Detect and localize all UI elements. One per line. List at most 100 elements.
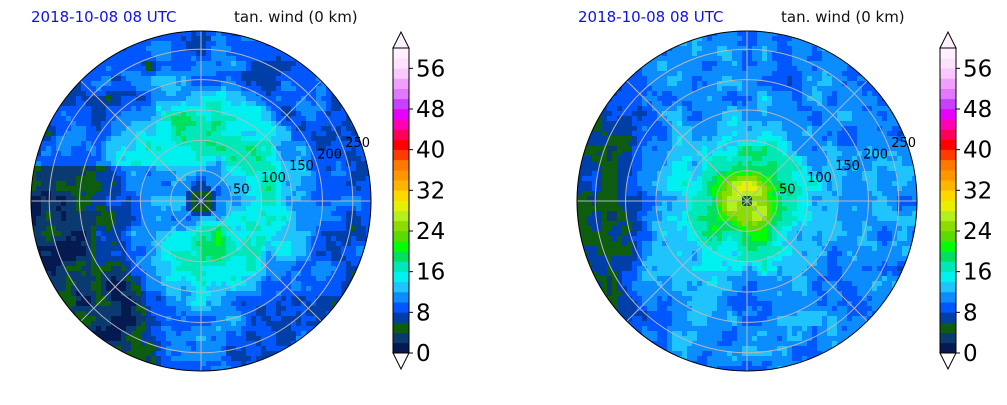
radial-tick-label: 250 (891, 136, 916, 151)
colorbar-bin (940, 79, 956, 89)
colorbar-bin (940, 58, 956, 68)
colorbar-bin (393, 323, 409, 333)
colorbar-tick-label: 48 (963, 97, 992, 123)
panel-left: 2018-10-08 08 UTC tan. wind (0 km) 50 100… (0, 0, 500, 401)
colorbar-bin (940, 48, 956, 58)
colorbar-bin (393, 119, 409, 129)
variable-label: tan. wind (0 km) (781, 8, 905, 26)
time-label: 2018-10-08 08 UTC (578, 8, 724, 26)
radial-tick-label: 200 (317, 148, 342, 163)
time-label: 2018-10-08 08 UTC (31, 8, 177, 26)
colorbar-bin (940, 251, 956, 261)
colorbar-bin (940, 221, 956, 231)
polar-grid (577, 31, 917, 371)
colorbar-extend-max (940, 32, 956, 48)
colorbar-bin (393, 201, 409, 211)
colorbar-bin (940, 180, 956, 190)
colorbar-bin (940, 190, 956, 200)
colorbar-bin (393, 170, 409, 180)
polar-grid (31, 31, 371, 371)
colorbar-bin (940, 333, 956, 343)
colorbar-bin (940, 241, 956, 251)
radial-tick-label: 100 (807, 171, 832, 186)
colorbar-tick-label: 8 (416, 300, 431, 326)
colorbar: 0 8 16 24 32 40 48 56 (940, 32, 992, 369)
colorbar-bin (940, 292, 956, 302)
colorbar-bin (393, 211, 409, 221)
colorbar-bin (393, 251, 409, 261)
colorbar-bin (393, 221, 409, 231)
colorbar-bin (940, 211, 956, 221)
colorbar-bin (393, 140, 409, 150)
colorbar-bin (940, 99, 956, 109)
colorbar-tick-label: 0 (963, 341, 978, 367)
colorbar: 0 8 16 24 32 40 48 56 (393, 32, 445, 369)
colorbar-bin (940, 160, 956, 170)
colorbar-tick-label: 16 (963, 260, 992, 286)
colorbar-bin (940, 201, 956, 211)
colorbar-bin (393, 89, 409, 99)
colorbar-bin (393, 272, 409, 282)
colorbar-bin (393, 150, 409, 160)
colorbar-bin (393, 333, 409, 343)
colorbar-extend-max (393, 32, 409, 48)
colorbar-tick-label: 32 (416, 178, 445, 204)
radial-tick-label: 100 (261, 171, 286, 186)
colorbar-bin (393, 79, 409, 89)
colorbar-bin (393, 48, 409, 58)
colorbar-bin (940, 140, 956, 150)
colorbar-tick-label: 24 (416, 219, 445, 245)
colorbar-tick-label: 40 (416, 138, 445, 164)
colorbar-bin (393, 68, 409, 78)
colorbar-bin (393, 241, 409, 251)
colorbar-tick-label: 8 (963, 300, 978, 326)
colorbar-extend-min (940, 353, 956, 369)
colorbar-tick-label: 0 (416, 341, 431, 367)
panel-right: 2018-10-08 08 UTC tan. wind (0 km) 50 100… (547, 0, 1007, 401)
radial-tick-label: 250 (345, 136, 370, 151)
colorbar-tick-label: 32 (963, 178, 992, 204)
colorbar-bin (393, 231, 409, 241)
colorbar-bin (940, 89, 956, 99)
colorbar-bin (393, 343, 409, 353)
colorbar-bin (393, 302, 409, 312)
colorbar-tick-label: 48 (416, 97, 445, 123)
colorbar-bin (393, 129, 409, 139)
radial-tick-label: 150 (835, 159, 860, 174)
colorbar-tick-label: 16 (416, 260, 445, 286)
colorbar-bin (393, 99, 409, 109)
radial-tick-label: 50 (233, 182, 250, 197)
radial-tick-label: 200 (863, 148, 888, 163)
colorbar-bin (393, 180, 409, 190)
colorbar-bin (940, 262, 956, 272)
colorbar-tick-label: 56 (963, 56, 992, 82)
colorbar-bin (940, 109, 956, 119)
colorbar-bin (940, 272, 956, 282)
colorbar-bin (393, 58, 409, 68)
colorbar-bin (940, 282, 956, 292)
radial-tick-label: 150 (289, 159, 314, 174)
colorbar-tick-label: 56 (416, 56, 445, 82)
colorbar-bin (940, 119, 956, 129)
colorbar-bin (940, 68, 956, 78)
colorbar-bin (940, 170, 956, 180)
colorbar-bin (393, 262, 409, 272)
variable-label: tan. wind (0 km) (234, 8, 358, 26)
colorbar-bin (393, 190, 409, 200)
colorbar-bin (940, 343, 956, 353)
colorbar-tick-label: 24 (963, 219, 992, 245)
colorbar-bin (393, 109, 409, 119)
colorbar-bin (940, 129, 956, 139)
colorbar-bin (940, 150, 956, 160)
colorbar-extend-min (393, 353, 409, 369)
colorbar-bin (393, 282, 409, 292)
colorbar-bin (940, 312, 956, 322)
colorbar-bin (393, 312, 409, 322)
colorbar-bin (940, 231, 956, 241)
radial-tick-label: 50 (779, 182, 796, 197)
colorbar-bin (393, 160, 409, 170)
colorbar-bin (393, 292, 409, 302)
colorbar-tick-label: 40 (963, 138, 992, 164)
